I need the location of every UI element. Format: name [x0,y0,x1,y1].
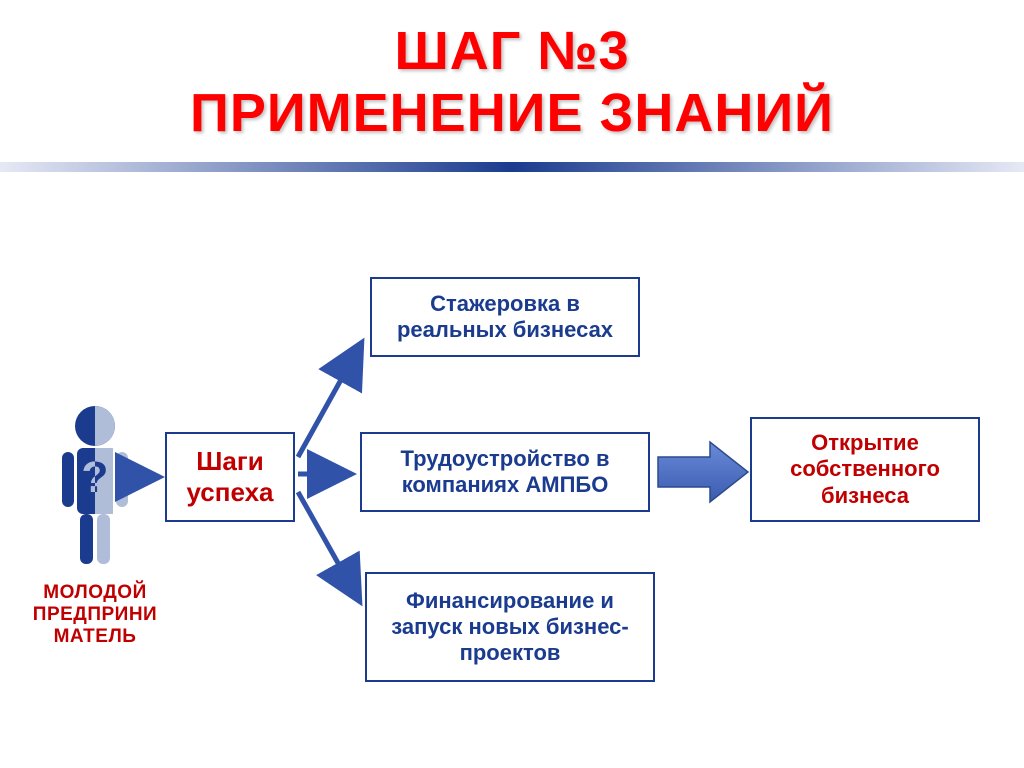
steps-box: Шаги успеха [165,432,295,522]
title-area: ШАГ №3 ПРИМЕНЕНИЕ ЗНАНИЙ [0,0,1024,144]
financing-box: Финансирование и запуск новых бизнес-про… [365,572,655,682]
title-line-2: ПРИМЕНЕНИЕ ЗНАНИЙ [0,82,1024,144]
employment-box: Трудоустройство в компаниях АМПБО [360,432,650,512]
flowchart-diagram: ? ? ? ? МОЛОДОЙ ПРЕДПРИНИ МАТЕЛЬ [0,172,1024,732]
result-box: Открытие собственного бизнеса [750,417,980,522]
internship-box: Стажеровка в реальных бизнесах [370,277,640,357]
divider-line [0,162,1024,172]
title-line-1: ШАГ №3 [0,20,1024,82]
block-arrow-icon [658,442,748,502]
